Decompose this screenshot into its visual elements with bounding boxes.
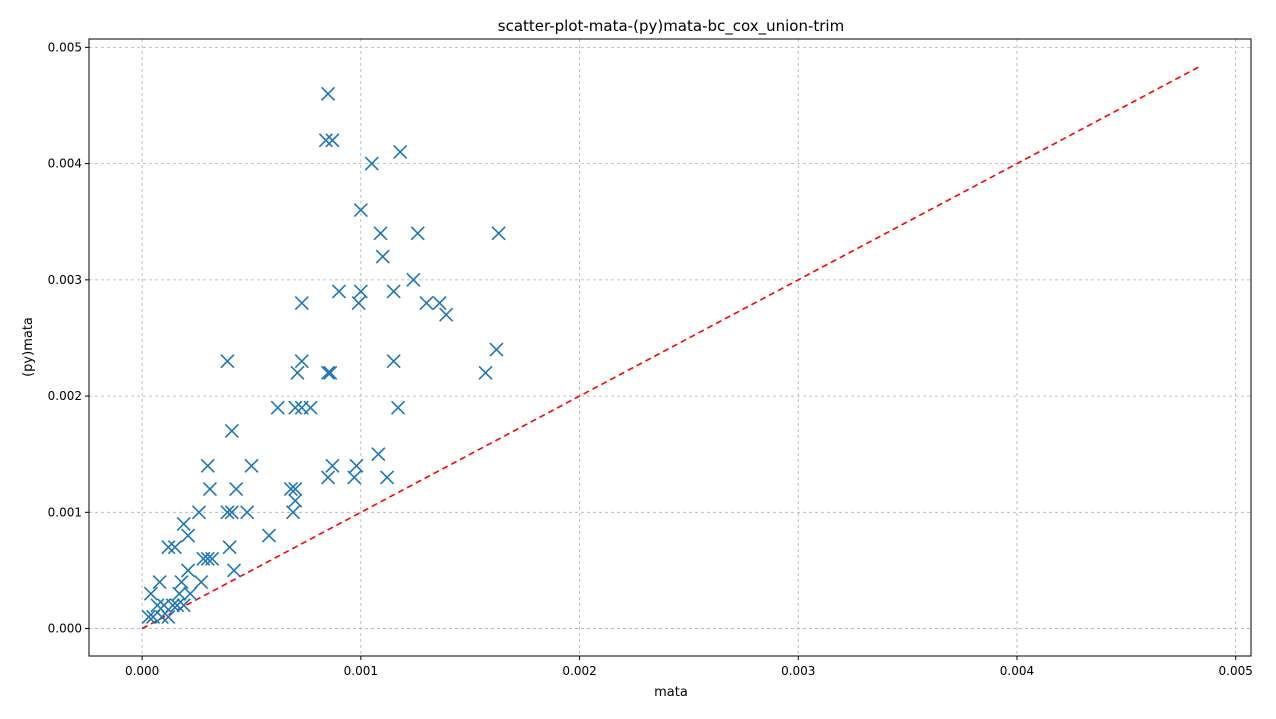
data-point bbox=[364, 156, 379, 171]
x-axis: 0.000 0.001 0.002 0.003 0.004 0.005 bbox=[125, 656, 1253, 678]
data-point bbox=[261, 528, 277, 543]
chart-title: scatter-plot-mata-(py)mata-bc_cox_union-… bbox=[498, 17, 844, 36]
data-point bbox=[165, 598, 180, 613]
data-point bbox=[152, 575, 167, 590]
data-point bbox=[205, 551, 220, 566]
data-point bbox=[303, 400, 318, 415]
reference-line bbox=[141, 66, 1199, 630]
data-point bbox=[167, 540, 183, 555]
data-point bbox=[478, 365, 493, 380]
data-point bbox=[220, 354, 235, 369]
data-point bbox=[200, 458, 215, 473]
data-point bbox=[294, 354, 309, 369]
data-point bbox=[288, 400, 303, 415]
data-point bbox=[351, 296, 366, 311]
data-point bbox=[244, 458, 259, 473]
data-point bbox=[349, 458, 364, 473]
data-point bbox=[373, 226, 388, 241]
y-tick-label: 0.000 bbox=[48, 622, 82, 636]
data-point bbox=[224, 505, 239, 520]
data-point bbox=[172, 586, 187, 601]
data-point bbox=[143, 586, 158, 601]
data-point bbox=[224, 423, 239, 439]
y-axis-label: (py)mata bbox=[21, 317, 36, 377]
x-axis-label: mata bbox=[654, 685, 688, 700]
data-point bbox=[176, 598, 191, 613]
data-point bbox=[294, 296, 309, 311]
data-point bbox=[222, 540, 237, 555]
data-point bbox=[347, 470, 362, 485]
data-point bbox=[285, 505, 301, 520]
data-point bbox=[325, 458, 340, 473]
data-point bbox=[200, 551, 215, 566]
data-point bbox=[288, 493, 303, 508]
x-tick-label: 0.005 bbox=[1219, 664, 1253, 678]
data-point bbox=[181, 563, 196, 578]
data-point bbox=[283, 482, 298, 497]
x-tick-label: 0.004 bbox=[1000, 664, 1034, 678]
data-point bbox=[489, 342, 504, 357]
data-point bbox=[150, 598, 165, 613]
y-tick-label: 0.004 bbox=[48, 157, 82, 171]
x-tick-label: 0.000 bbox=[125, 664, 159, 678]
data-point bbox=[323, 365, 338, 380]
data-point bbox=[161, 540, 176, 555]
data-point bbox=[390, 400, 406, 415]
x-tick-label: 0.003 bbox=[781, 664, 815, 678]
data-point bbox=[432, 296, 447, 311]
data-point bbox=[176, 516, 191, 532]
data-point bbox=[170, 598, 185, 613]
data-point bbox=[181, 528, 196, 543]
data-point bbox=[419, 296, 434, 311]
data-point bbox=[161, 609, 176, 625]
data-point bbox=[410, 226, 425, 241]
y-tick-label: 0.005 bbox=[48, 40, 82, 54]
data-point bbox=[240, 505, 255, 520]
data-point bbox=[371, 447, 386, 462]
data-point bbox=[141, 609, 156, 625]
data-point bbox=[288, 482, 303, 497]
data-point bbox=[320, 470, 336, 485]
data-point bbox=[491, 226, 506, 241]
data-point bbox=[386, 284, 401, 299]
data-point bbox=[406, 272, 421, 287]
x-tick-label: 0.001 bbox=[344, 664, 378, 678]
data-point bbox=[318, 133, 333, 148]
data-point bbox=[220, 505, 235, 520]
data-point bbox=[380, 470, 395, 485]
data-point bbox=[202, 482, 218, 497]
y-axis: 0.000 0.001 0.002 0.003 0.004 0.005 bbox=[48, 40, 89, 636]
plot-frame bbox=[88, 38, 1252, 657]
y-tick-label: 0.002 bbox=[48, 389, 82, 403]
data-point bbox=[375, 249, 390, 264]
data-point bbox=[174, 575, 189, 590]
data-point bbox=[183, 586, 198, 601]
data-point bbox=[439, 307, 454, 322]
data-point bbox=[386, 354, 401, 369]
data-point bbox=[320, 86, 336, 101]
y-tick-label: 0.001 bbox=[48, 505, 82, 519]
grid bbox=[89, 39, 1251, 656]
data-point bbox=[320, 365, 336, 380]
data-point bbox=[154, 609, 169, 625]
data-points bbox=[141, 86, 506, 625]
data-point bbox=[270, 400, 285, 415]
data-point bbox=[290, 365, 305, 380]
data-point bbox=[194, 575, 209, 590]
data-point bbox=[325, 133, 340, 148]
data-point bbox=[191, 505, 207, 520]
data-point bbox=[226, 563, 242, 578]
data-point bbox=[393, 144, 408, 160]
x-tick-label: 0.002 bbox=[562, 664, 596, 678]
data-point bbox=[331, 284, 347, 299]
data-point bbox=[353, 284, 368, 299]
data-point bbox=[353, 203, 368, 218]
y-tick-label: 0.003 bbox=[48, 273, 82, 287]
data-point bbox=[229, 482, 244, 497]
